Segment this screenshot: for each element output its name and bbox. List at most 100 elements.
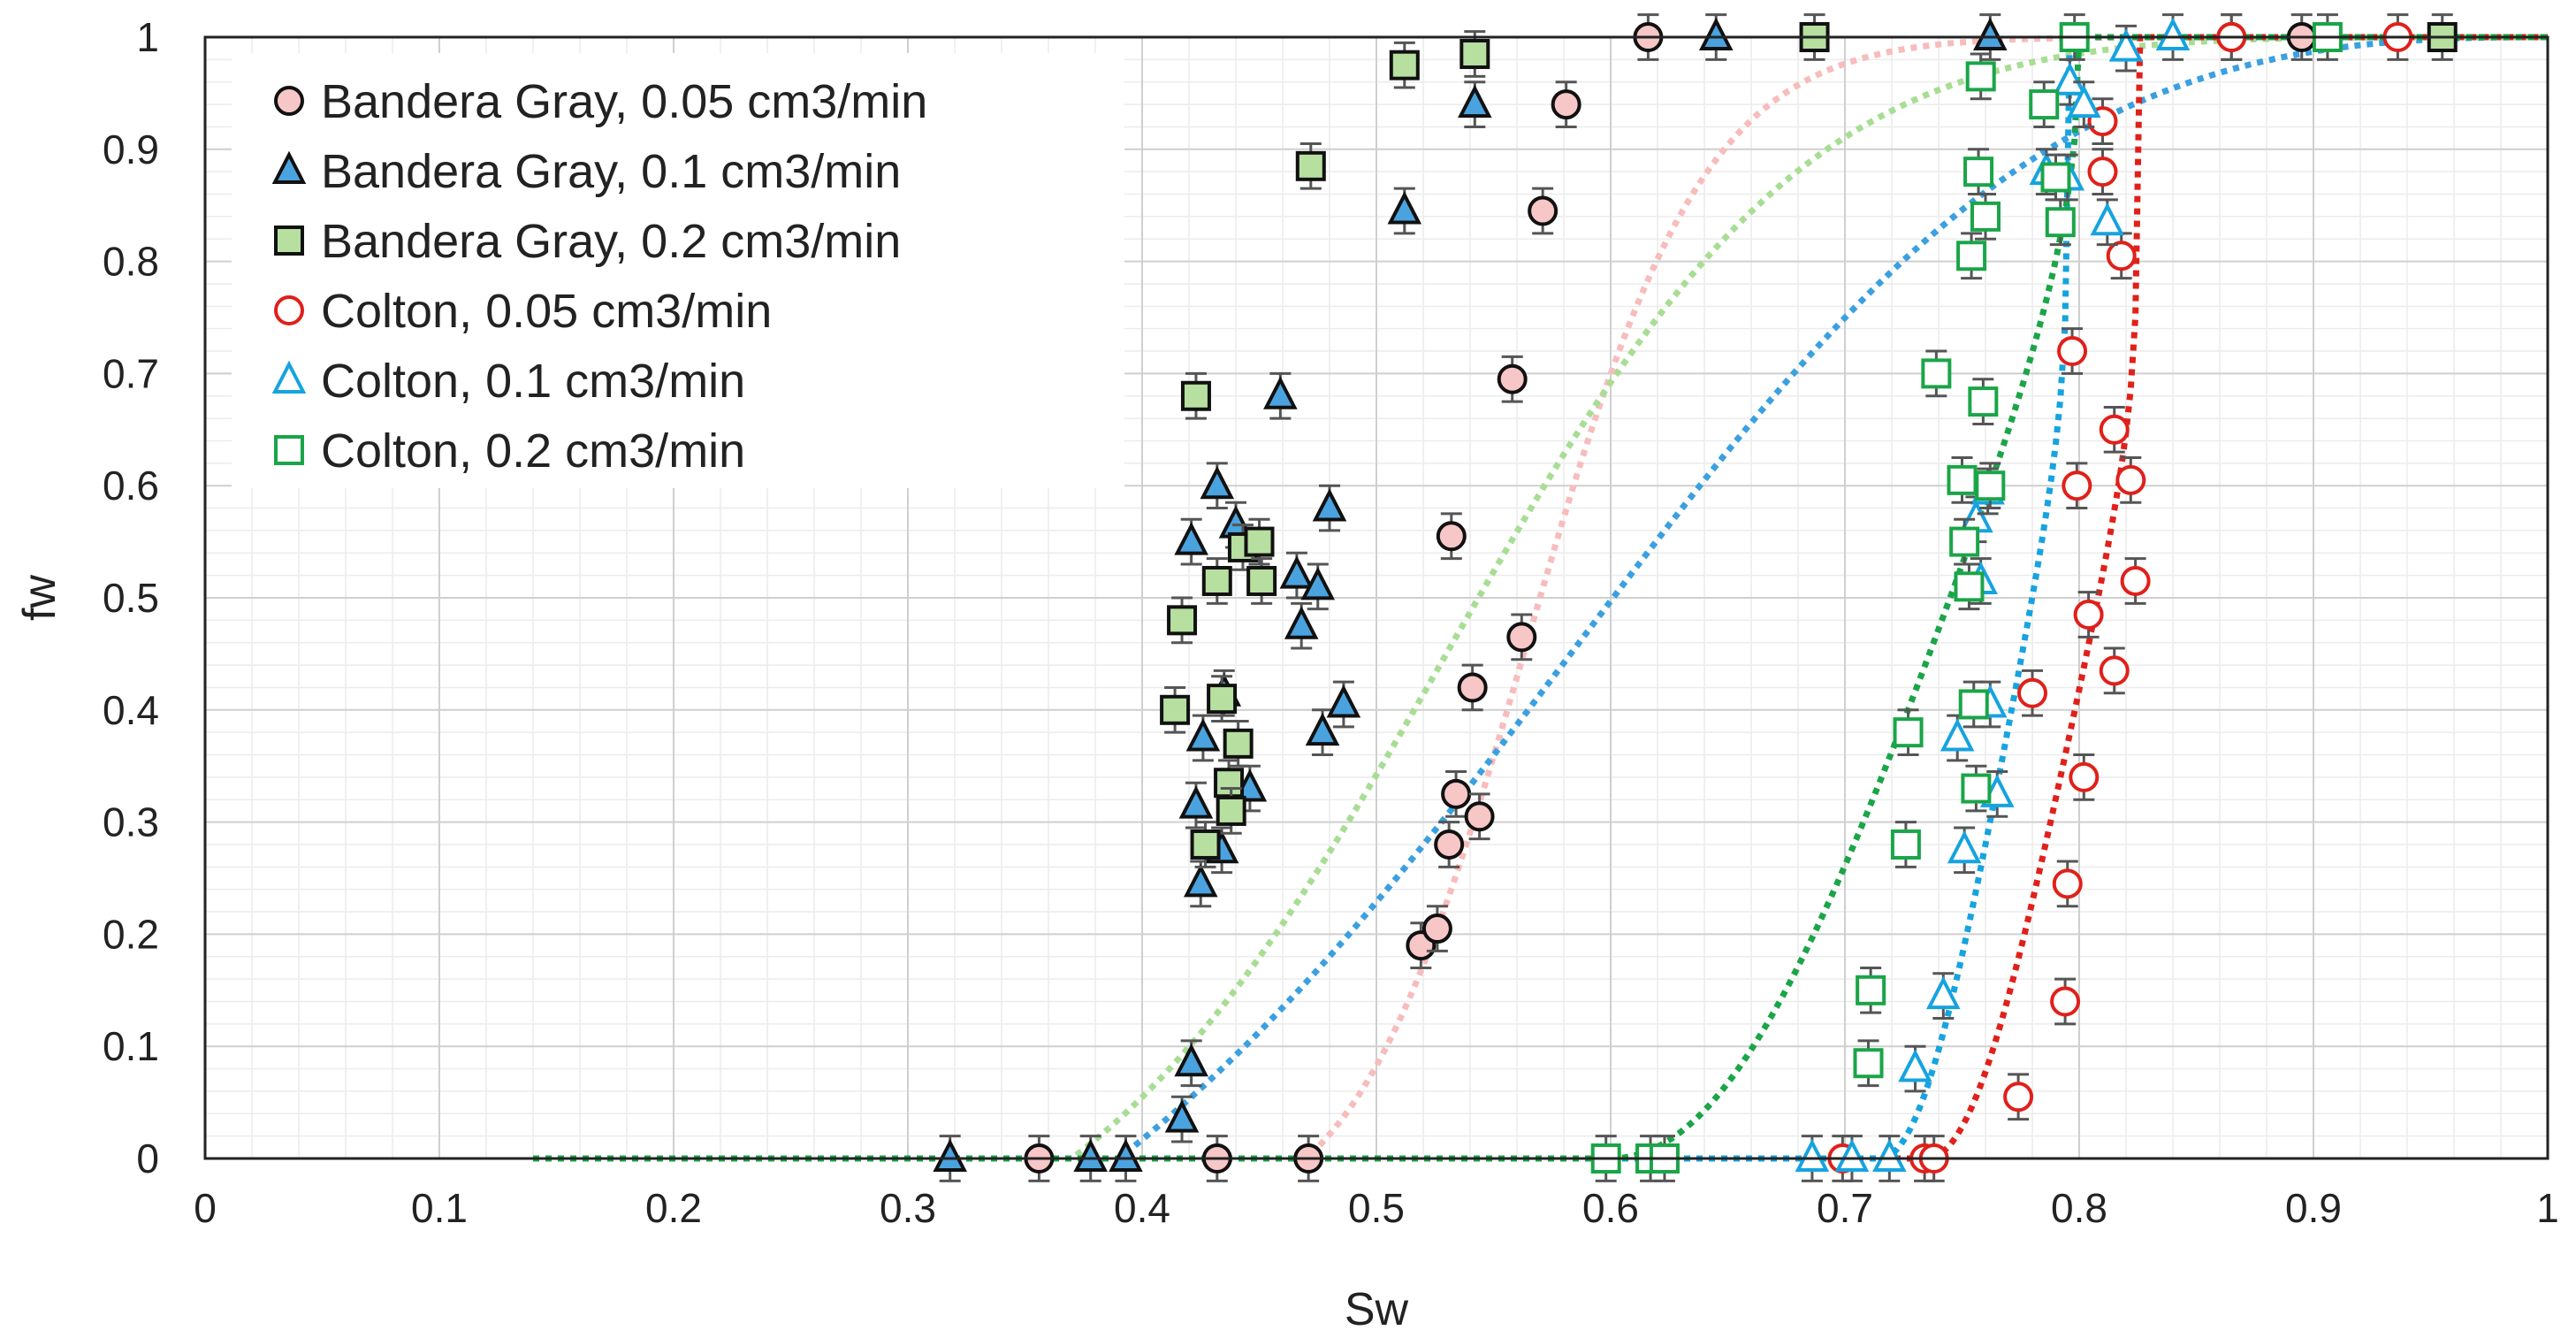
data-point xyxy=(1975,470,2006,501)
data-point xyxy=(1389,50,1420,80)
data-point xyxy=(1965,61,1996,92)
data-point xyxy=(1890,829,1921,860)
y-axis-label: fw xyxy=(14,575,65,621)
y-tick-label: 0.1 xyxy=(103,1023,159,1069)
data-point xyxy=(1167,605,1198,636)
y-tick-label: 0.4 xyxy=(103,687,159,733)
y-tick-labels: 0 0.1 0.2 0.3 0.4 0.5 0.6 0.7 0.8 0.9 1 xyxy=(103,14,159,1181)
data-point xyxy=(1216,795,1246,826)
data-point xyxy=(2099,414,2130,445)
data-point xyxy=(1387,191,1422,225)
legend-label: Bandera Gray, 0.2 cm3/min xyxy=(321,215,901,268)
data-point xyxy=(1312,488,1347,522)
x-tick-labels: 0 0.1 0.2 0.3 0.4 0.5 0.6 0.7 0.8 0.9 1 xyxy=(194,1185,2559,1231)
data-point xyxy=(1223,728,1254,759)
data-point xyxy=(1872,1138,1907,1172)
data-point xyxy=(1164,1099,1200,1133)
data-point xyxy=(1958,689,1989,720)
y-tick-label: 0.8 xyxy=(103,239,159,285)
data-point xyxy=(2062,470,2092,501)
data-point xyxy=(2045,207,2076,238)
data-point xyxy=(1160,694,1191,725)
x-tick-label: 0.6 xyxy=(1582,1185,1639,1231)
data-point xyxy=(2029,89,2060,120)
data-point xyxy=(1853,1048,1884,1079)
data-point xyxy=(1284,606,1319,639)
x-tick-label: 0.9 xyxy=(2285,1185,2342,1231)
data-point xyxy=(2069,761,2100,792)
data-point xyxy=(1956,241,1987,271)
data-point xyxy=(1305,712,1340,746)
data-point xyxy=(1441,778,1472,809)
data-point xyxy=(2040,162,2071,193)
data-point xyxy=(1947,830,1982,864)
y-tick-label: 0 xyxy=(136,1135,159,1181)
data-point xyxy=(1174,1043,1208,1077)
data-point xyxy=(1926,975,1961,1010)
data-point xyxy=(1834,1138,1870,1172)
data-point xyxy=(2073,600,2104,631)
data-point xyxy=(1263,376,1298,409)
data-point xyxy=(2067,84,2101,119)
legend-box xyxy=(232,53,1124,488)
data-point xyxy=(1190,829,1221,860)
x-tick-label: 0.2 xyxy=(645,1185,702,1231)
data-point xyxy=(2106,241,2137,271)
data-point xyxy=(1497,363,1528,394)
data-point xyxy=(1795,1138,1830,1172)
data-point xyxy=(1949,526,1980,557)
y-tick-label: 0.3 xyxy=(103,799,159,845)
data-point xyxy=(1214,768,1245,799)
data-point xyxy=(1458,84,1492,119)
data-point xyxy=(1279,555,1315,589)
x-tick-label: 0.5 xyxy=(1348,1185,1405,1231)
data-point xyxy=(2050,986,2081,1017)
data-point xyxy=(1178,785,1214,819)
data-point xyxy=(1973,17,2008,50)
data-point xyxy=(1244,526,1275,557)
data-point xyxy=(1174,522,1208,555)
legend-label: Colton, 0.05 cm3/min xyxy=(321,285,772,338)
legend-label: Colton, 0.2 cm3/min xyxy=(321,424,745,478)
data-point xyxy=(1954,571,1985,602)
data-point xyxy=(1551,89,1581,120)
y-tick-label: 1 xyxy=(136,14,159,60)
legend-marker xyxy=(274,295,304,325)
data-point xyxy=(1459,39,1490,70)
data-point xyxy=(2017,677,2047,708)
x-tick-label: 1 xyxy=(2536,1185,2559,1231)
x-tick-label: 0 xyxy=(194,1185,217,1231)
data-point xyxy=(1963,157,1994,187)
data-point xyxy=(2108,28,2144,62)
data-point xyxy=(1970,201,2001,232)
data-point xyxy=(1856,975,1886,1005)
data-point xyxy=(2087,157,2118,187)
x-tick-label: 0.4 xyxy=(1114,1185,1170,1231)
data-point xyxy=(1464,801,1495,832)
legend-marker xyxy=(271,150,307,184)
y-tick-label: 0.6 xyxy=(103,463,159,508)
legend-label: Colton, 0.1 cm3/min xyxy=(321,355,745,408)
data-point xyxy=(1947,464,1978,495)
y-tick-label: 0.9 xyxy=(103,126,159,172)
data-point xyxy=(1940,718,1975,752)
data-point xyxy=(1698,17,1734,50)
plot-frame xyxy=(203,35,2549,1160)
data-point xyxy=(1185,718,1221,752)
data-point xyxy=(1961,773,1992,804)
data-point xyxy=(1300,566,1336,600)
x-tick-label: 0.1 xyxy=(411,1185,468,1231)
data-point xyxy=(2052,868,2083,899)
x-axis-label: Sw xyxy=(1345,1284,1409,1335)
data-point xyxy=(1073,1138,1108,1172)
data-point xyxy=(1180,380,1211,411)
data-point xyxy=(2003,1082,2034,1112)
data-point xyxy=(1200,465,1235,500)
x-tick-label: 0.3 xyxy=(880,1185,936,1231)
data-point xyxy=(1898,1049,1932,1082)
data-point xyxy=(1506,622,1537,653)
legend-marker xyxy=(271,360,307,394)
legend-marker xyxy=(274,226,304,256)
legend: Bandera Gray, 0.05 cm3/min Bandera Gray, … xyxy=(232,53,1124,488)
